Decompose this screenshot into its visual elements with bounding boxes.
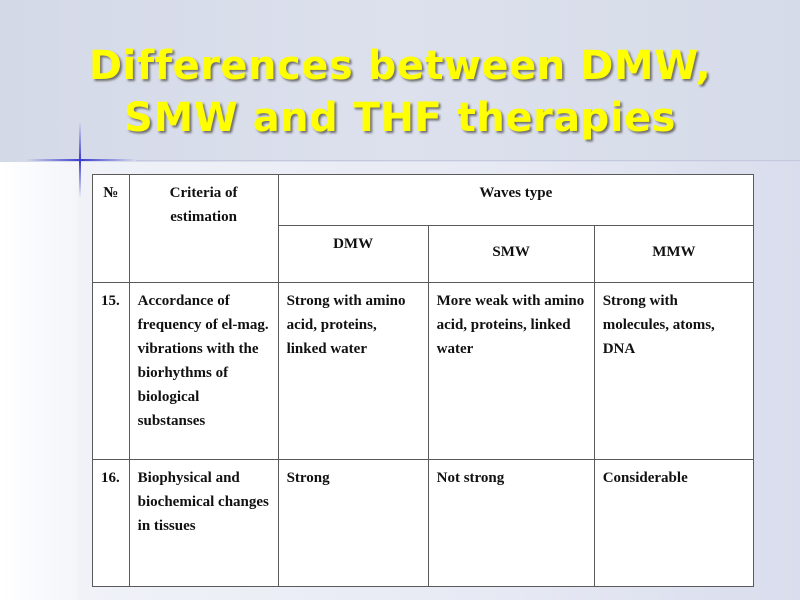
header-number: № bbox=[92, 174, 130, 283]
table-row: 15. Accordance of frequency of el-mag. v… bbox=[92, 282, 755, 460]
header-mmw: MMW bbox=[593, 225, 755, 283]
header-smw: SMW bbox=[427, 225, 595, 283]
header-row-sub: DMW SMW MMW bbox=[93, 225, 755, 283]
header-row-top: № Criteria of estimation Waves type bbox=[92, 174, 755, 283]
row-dmw: Strong bbox=[277, 459, 429, 587]
row-smw: More weak with amino acid, proteins, lin… bbox=[427, 282, 595, 460]
comparison-table: № Criteria of estimation Waves type DMW … bbox=[92, 174, 755, 587]
row-number: 16. bbox=[92, 459, 130, 587]
header-dmw: DMW bbox=[277, 225, 429, 283]
table-row: 16. Biophysical and biochemical changes … bbox=[92, 459, 755, 587]
row-number: 15. bbox=[92, 282, 130, 460]
row-dmw: Strong with amino acid, proteins, linked… bbox=[277, 282, 429, 460]
row-smw: Not strong bbox=[427, 459, 595, 587]
title-divider-line bbox=[136, 160, 800, 161]
header-waves-type: Waves type bbox=[277, 174, 755, 226]
row-criteria: Biophysical and biochemical changes in t… bbox=[128, 459, 279, 587]
left-band bbox=[0, 162, 78, 600]
row-mmw: Considerable bbox=[593, 459, 755, 587]
row-mmw: Strong with molecules, atoms, DNA bbox=[593, 282, 755, 460]
title-band bbox=[0, 0, 800, 162]
sparkle-horizontal bbox=[26, 159, 136, 161]
sparkle-vertical bbox=[79, 122, 81, 198]
slide-title: Differences between DMW, SMW and THF the… bbox=[88, 43, 712, 141]
header-criteria: Criteria of estimation bbox=[128, 174, 279, 283]
row-criteria: Accordance of frequency of el-mag. vibra… bbox=[128, 282, 279, 460]
